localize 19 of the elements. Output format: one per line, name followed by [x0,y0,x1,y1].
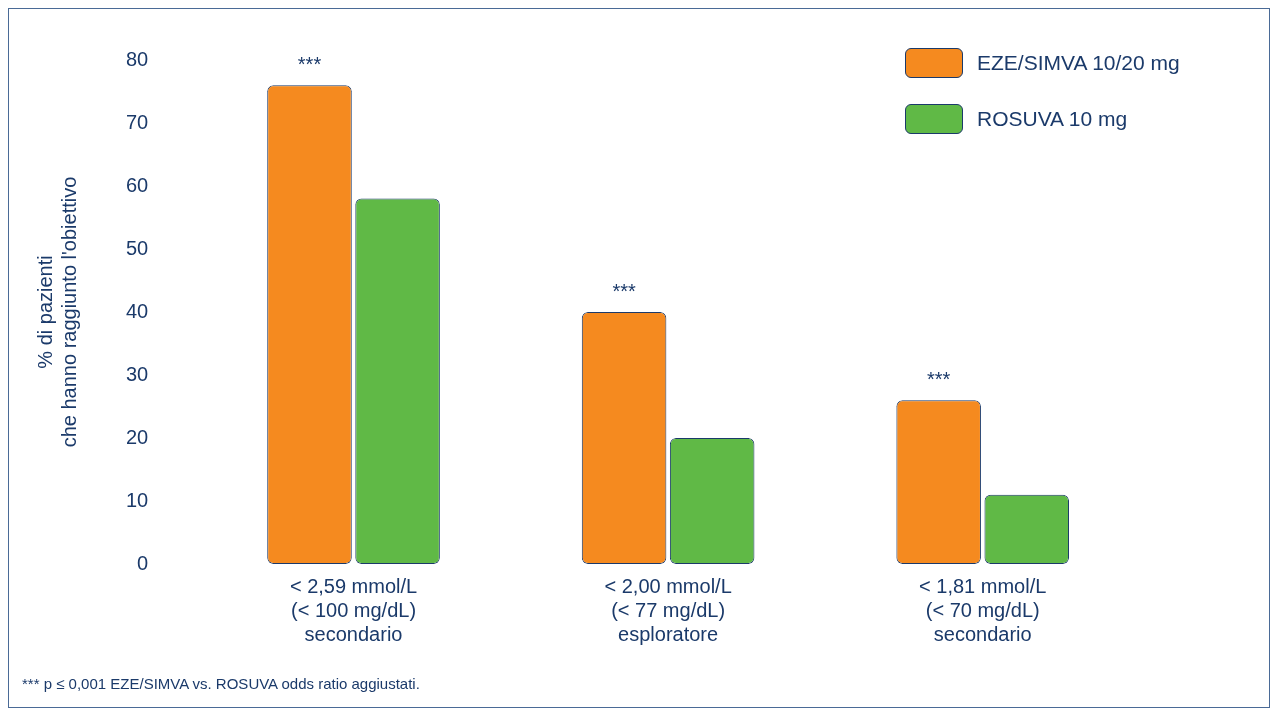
y-tick-label: 60 [126,173,149,196]
y-axis-title: % di pazienti che hanno raggiunto l'obiettivo [33,176,80,448]
text: *** p ≤ 0,001 EZE/SIMVA vs. ROSUVA odds ratio aggiustati. [22,675,420,692]
x-tick-label: < 2,00 mmol/L (< 77 mg/dL) esploratore [604,574,732,645]
y-tick-label: 50 [126,236,149,259]
y-tick-label: 30 [126,362,149,385]
annotation: *** [926,367,951,390]
legend-label: EZE/SIMVA 10/20 mg [977,51,1180,75]
y-tick-label: 80 [126,47,149,70]
y-tick-label: 10 [126,488,149,511]
legend-label: ROSUVA 10 mg [977,107,1128,131]
x-tick-label: < 2,59 mmol/L (< 100 mg/dL) secondario [289,574,418,645]
annotation: *** [612,279,636,302]
annotation: *** [297,52,322,75]
y-tick-label: 40 [126,299,149,322]
y-tick-label: 20 [126,425,149,448]
y-tick-label: 0 [137,551,149,574]
y-tick-label: 70 [126,110,149,133]
x-tick-label: < 1,81 mmol/L (< 70 mg/dL) secondario [919,574,1047,645]
